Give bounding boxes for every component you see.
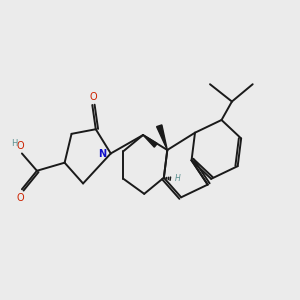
Text: O: O	[90, 92, 97, 101]
Text: O: O	[16, 141, 24, 151]
Polygon shape	[157, 125, 167, 150]
Text: O: O	[17, 193, 25, 203]
Text: H: H	[175, 174, 180, 183]
Polygon shape	[143, 135, 157, 147]
Text: N: N	[98, 149, 106, 159]
Text: H: H	[11, 139, 17, 148]
